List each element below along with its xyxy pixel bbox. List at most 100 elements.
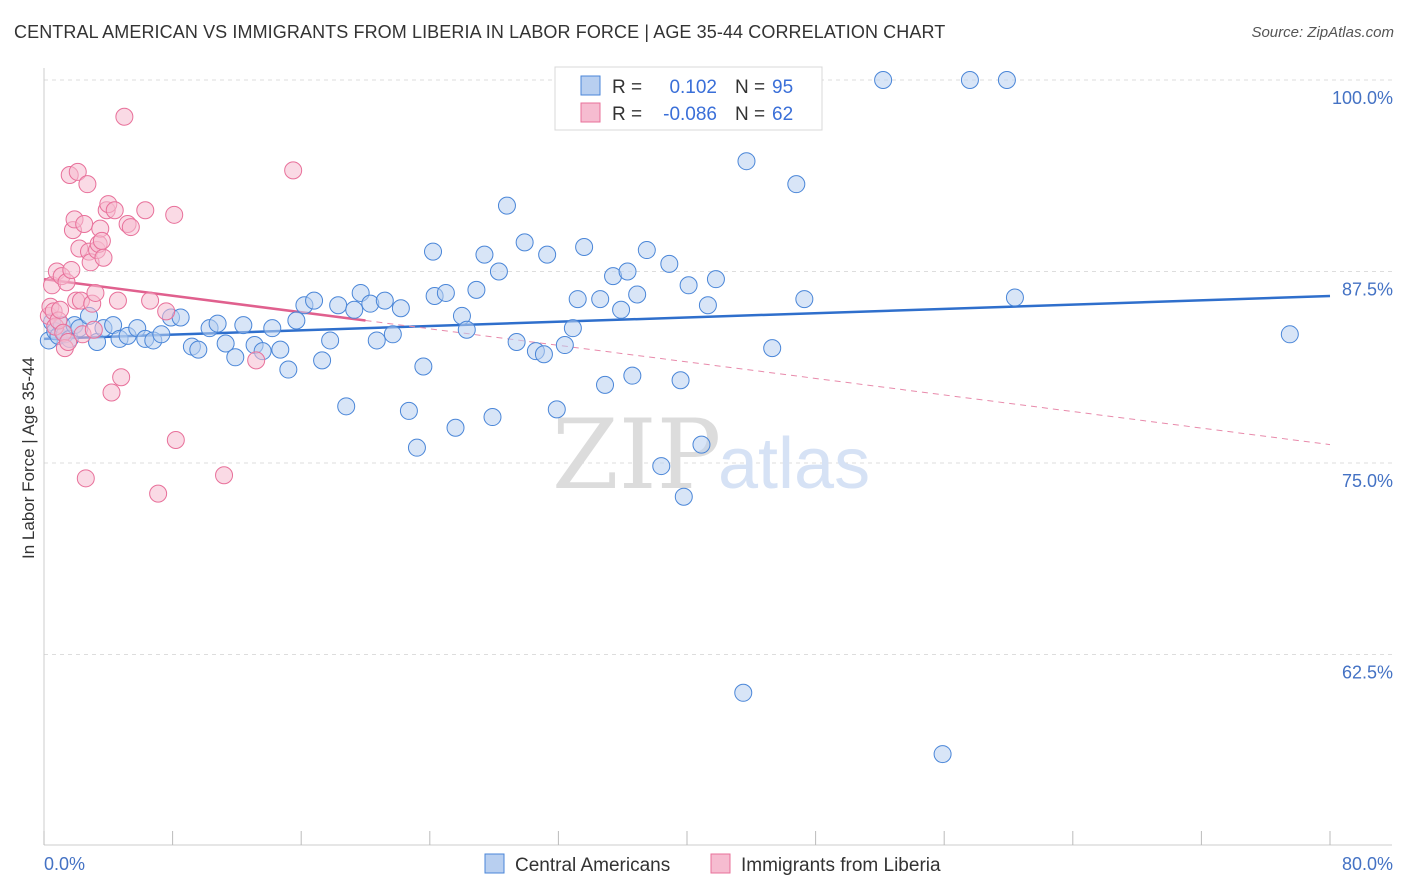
legend-swatch-pink [580, 102, 601, 123]
y-tick-label: 62.5% [1342, 663, 1393, 683]
point-central-american [692, 435, 711, 454]
point-central-american [383, 325, 402, 344]
point-liberia [68, 162, 87, 181]
point-central-american [271, 340, 290, 359]
trend-line-central-americans [43, 294, 1331, 341]
point-liberia [112, 368, 131, 387]
point-central-american [534, 345, 553, 364]
watermark: ZIP atlas [552, 399, 870, 511]
point-central-american [391, 299, 410, 318]
watermark-zip: ZIP [552, 399, 721, 511]
x-tick-label-min: 0.0% [44, 854, 85, 874]
point-liberia [165, 205, 184, 224]
point-central-american [612, 300, 631, 319]
point-central-american [547, 400, 566, 419]
point-central-american [497, 196, 516, 215]
point-central-american [706, 270, 725, 289]
point-central-american [475, 245, 494, 264]
legend-r-label-1: R = [612, 77, 642, 98]
point-central-american [737, 152, 756, 171]
point-central-american [489, 262, 508, 281]
bottom-legend-swatch-pink [710, 853, 731, 874]
point-liberia [92, 231, 111, 250]
legend-n-value-2: 62 [772, 104, 793, 125]
point-central-american [734, 683, 753, 702]
point-central-american [507, 332, 526, 351]
point-liberia [115, 107, 134, 126]
point-central-american [216, 334, 235, 353]
legend-n-value-1: 95 [772, 77, 793, 98]
point-liberia [75, 215, 94, 234]
point-central-american [329, 296, 348, 315]
point-central-american [637, 241, 656, 260]
point-liberia [157, 302, 176, 321]
bottom-legend-label-liberia: Immigrants from Liberia [741, 855, 941, 876]
point-liberia [86, 283, 105, 302]
point-liberia [102, 383, 121, 402]
point-central-american [367, 331, 386, 350]
point-central-american [596, 375, 615, 394]
point-central-american [483, 408, 502, 427]
bottom-legend-swatch-blue [484, 853, 505, 874]
point-central-american [208, 314, 227, 333]
point-central-american [305, 291, 324, 310]
legend-n-label-2: N = [735, 104, 765, 125]
point-liberia [141, 291, 160, 310]
legend-r-value-2: -0.086 [663, 104, 717, 125]
point-liberia [284, 161, 303, 180]
trend-line-liberia-dashed [365, 320, 1331, 446]
point-central-american [997, 71, 1016, 89]
watermark-atlas: atlas [718, 424, 870, 504]
point-liberia [105, 201, 124, 220]
point-central-american [698, 296, 717, 315]
point-central-american [345, 300, 364, 319]
point-central-american [414, 357, 433, 376]
point-central-american [628, 285, 647, 304]
legend-swatch-blue [580, 75, 601, 96]
point-central-american [424, 242, 443, 261]
point-central-american [623, 366, 642, 385]
point-liberia [166, 431, 185, 450]
y-tick-label: 75.0% [1342, 471, 1393, 491]
point-central-american [538, 245, 557, 264]
y-tick-label: 100.0% [1332, 88, 1393, 108]
y-axis-label: In Labor Force | Age 35-44 [19, 357, 38, 559]
series-legend: Central Americans Immigrants from Liberi… [484, 853, 941, 876]
point-central-american [563, 319, 582, 338]
point-central-american [874, 71, 893, 89]
point-central-american [515, 233, 534, 252]
point-central-american [337, 397, 356, 416]
grid-layer [44, 79, 1392, 655]
legend-r-label-2: R = [612, 104, 642, 125]
bottom-legend-label-central-americans: Central Americans [515, 855, 670, 876]
legend-r-value-1: 0.102 [669, 77, 717, 98]
point-central-american [575, 237, 594, 256]
points-layer [39, 71, 1299, 764]
point-central-american [1280, 325, 1299, 344]
point-central-american [652, 457, 671, 476]
point-central-american [795, 290, 814, 309]
point-liberia [149, 484, 168, 503]
point-central-american [436, 283, 455, 302]
point-central-american [763, 339, 782, 358]
point-central-american [660, 254, 679, 273]
point-central-american [279, 360, 298, 379]
point-liberia [136, 201, 155, 220]
point-central-american [234, 316, 253, 335]
chart-title: CENTRAL AMERICAN VS IMMIGRANTS FROM LIBE… [14, 22, 946, 42]
point-central-american [226, 348, 245, 367]
point-liberia [78, 175, 97, 194]
point-liberia [59, 332, 78, 351]
x-tick-label-max: 80.0% [1342, 854, 1393, 874]
legend-n-label-1: N = [735, 77, 765, 98]
point-central-american [467, 280, 486, 299]
point-liberia [62, 260, 81, 279]
point-central-american [1005, 288, 1024, 307]
point-liberia [247, 351, 266, 370]
point-central-american [313, 351, 332, 370]
point-liberia [108, 291, 127, 310]
point-central-american [446, 418, 465, 437]
point-central-american [555, 336, 574, 355]
point-central-american [960, 71, 979, 89]
